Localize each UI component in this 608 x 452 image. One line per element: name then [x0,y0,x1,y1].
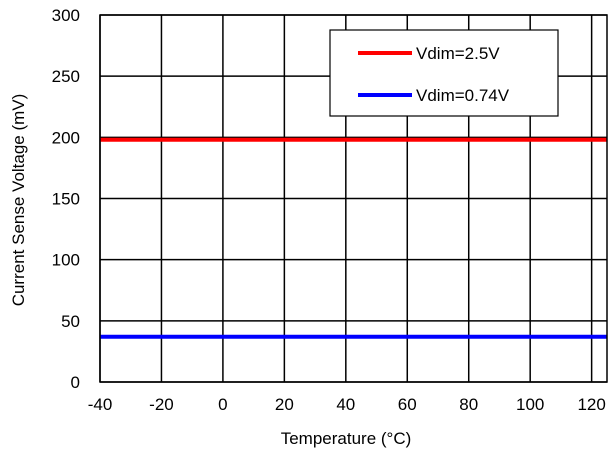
y-tick-label: 100 [52,251,80,270]
y-tick-label: 50 [61,312,80,331]
y-tick-labels: 0 50 100 150 200 250 300 [52,6,80,392]
series-lines [100,140,607,337]
y-axis-label: Current Sense Voltage (mV) [9,94,28,307]
y-tick-label: 200 [52,128,80,147]
x-tick-label: 0 [218,395,227,414]
x-axis-label: Temperature (°C) [281,429,412,448]
x-tick-label: 20 [275,395,294,414]
x-tick-label: -20 [149,395,174,414]
y-tick-label: 150 [52,190,80,209]
x-tick-label: -40 [88,395,113,414]
y-tick-label: 0 [71,373,80,392]
x-tick-label: 120 [577,395,605,414]
x-tick-label: 80 [459,395,478,414]
y-tick-label: 300 [52,6,80,25]
x-tick-labels: -40 -20 0 20 40 60 80 100 120 [88,395,606,414]
x-tick-label: 100 [516,395,544,414]
legend-label-1: Vdim=2.5V [416,44,500,63]
legend-label-2: Vdim=0.74V [416,86,510,105]
x-tick-label: 40 [336,395,355,414]
x-tick-label: 60 [398,395,417,414]
legend: Vdim=2.5V Vdim=0.74V [330,30,558,116]
y-tick-label: 250 [52,67,80,86]
